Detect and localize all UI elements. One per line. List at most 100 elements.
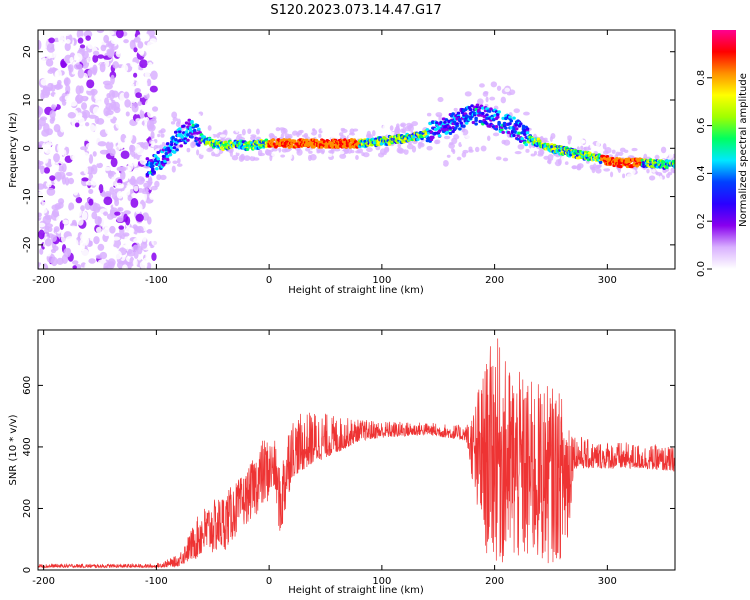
heatmap-cell [504,87,511,93]
heatmap-cell [47,69,54,74]
heatmap-cell [513,130,518,134]
heatmap-cell [207,125,212,131]
heatmap-cell [72,239,79,249]
heatmap-cell [142,142,150,148]
heatmap-cell [474,89,481,95]
spectrogram-y-tick-label: 0 [22,145,33,151]
heatmap-cell [163,159,167,163]
heatmap-cell [589,143,595,150]
heatmap-cell [65,39,71,44]
heatmap-cell [509,126,514,130]
heatmap-cell [73,157,79,167]
heatmap-cell [462,81,469,88]
heatmap-cell [170,121,176,125]
heatmap-cell [69,100,78,107]
heatmap-cell [658,175,663,181]
heatmap-cell [482,91,489,97]
heatmap-cell [53,226,60,233]
heatmap-cell [65,172,73,177]
heatmap-cell [508,115,512,119]
heatmap-cell [195,131,200,135]
heatmap-cell [114,199,120,207]
heatmap-cell [172,117,178,122]
heatmap-cell [443,135,451,140]
heatmap-cell [81,177,89,182]
heatmap-cell [68,177,75,185]
heatmap-cell [88,198,94,206]
heatmap-cell [489,96,496,101]
heatmap-cell [350,150,355,154]
heatmap-cell [191,147,197,154]
heatmap-cell [69,152,77,161]
heatmap-cell [52,208,60,218]
heatmap-cell [506,91,512,96]
heatmap-cell [38,183,45,190]
heatmap-cell [47,206,52,211]
heatmap-cell [123,210,131,215]
heatmap-cell [47,266,54,269]
heatmap-cell [525,148,530,153]
heatmap-cell [426,145,433,151]
heatmap-cell [577,163,584,169]
heatmap-cell [501,148,508,153]
heatmap-cell [121,64,129,73]
heatmap-cell [169,140,174,144]
heatmap-cell [506,130,511,135]
heatmap-cell [125,48,130,55]
heatmap-cell [133,158,138,165]
heatmap-cell [116,190,124,199]
heatmap-cell [490,81,498,88]
heatmap-cell [445,130,450,134]
heatmap-cell [40,165,45,175]
snr-frame [37,329,676,571]
spectrogram-x-tick-label: 0 [266,275,272,286]
heatmap-cell [480,145,487,152]
heatmap-cell [461,126,466,133]
heatmap-cell [355,155,359,160]
heatmap-cell [361,152,365,157]
heatmap-cell [211,130,219,136]
heatmap-cell [160,128,166,134]
heatmap-cell [151,236,158,246]
heatmap-cell [494,141,498,148]
heatmap-cell [71,219,77,226]
heatmap-cell [88,154,94,164]
heatmap-cell [135,213,144,222]
heatmap-cell [103,166,112,171]
heatmap-cell [103,219,110,230]
heatmap-cell [169,146,174,150]
heatmap-cell [71,260,79,265]
heatmap-cell [149,159,154,163]
heatmap-cell [92,66,97,76]
heatmap-cell [537,153,544,157]
heatmap-cell [117,207,124,212]
spectrogram-x-tick-label: 300 [598,275,617,286]
heatmap-cell [482,96,486,103]
heatmap-cell [623,149,629,154]
snr-x-label: Height of straight line (km) [288,585,424,596]
heatmap-cell [514,123,519,127]
heatmap-cell [53,92,62,103]
heatmap-cell [78,116,85,126]
heatmap-cell [213,152,221,157]
heatmap-cell [92,203,101,213]
heatmap-cell [104,83,113,90]
heatmap-cell [134,88,141,93]
heatmap-cell [474,107,478,111]
heatmap-cell [521,95,529,102]
heatmap-cell [648,158,653,162]
heatmap-cell [444,118,449,122]
heatmap-cell [99,62,106,73]
heatmap-cell [110,74,115,85]
heatmap-cell [107,134,114,143]
heatmap-cell [510,144,517,149]
heatmap-cell [453,107,458,112]
heatmap-cell [130,78,135,84]
heatmap-cell [88,258,96,264]
heatmap-cell [571,165,579,169]
heatmap-cell [557,158,562,165]
heatmap-cell [178,127,182,131]
heatmap-cell [499,149,503,154]
heatmap-cell [46,187,56,196]
heatmap-cell [609,171,614,178]
